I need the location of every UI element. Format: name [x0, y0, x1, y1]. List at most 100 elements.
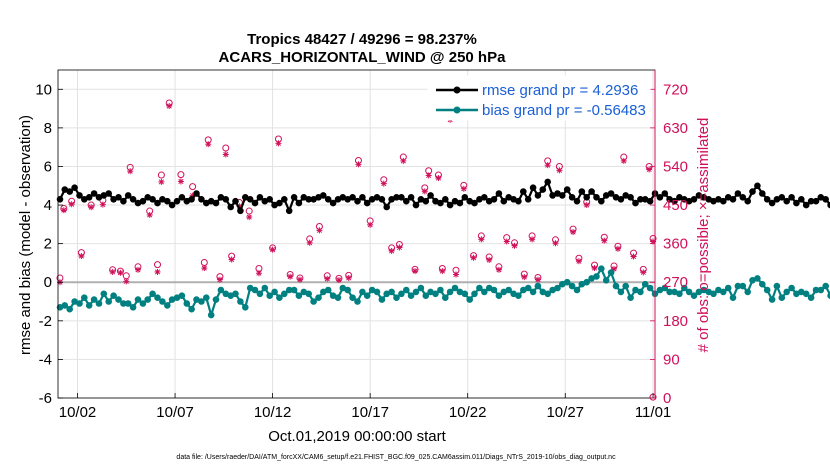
series-0-point-110	[593, 194, 600, 201]
series-1-point-102	[554, 284, 561, 292]
series-1-point-127	[676, 290, 683, 298]
y-right-tick-label-1: 90	[663, 351, 680, 368]
series-1-point-97	[529, 288, 537, 296]
y-right-tick-label-3: 270	[663, 274, 688, 291]
obs-assimilated-stroke-20-3	[223, 151, 229, 158]
series-1-point-104	[563, 278, 571, 286]
obs-assimilated-stroke-6-3	[110, 269, 116, 275]
series-1-point-8	[95, 300, 103, 307]
series-0-point-34	[222, 196, 230, 203]
y-left-tick-label-3: 0	[44, 274, 52, 291]
series-1-point-57	[334, 294, 342, 302]
obs-assimilated-stroke-64-3	[601, 238, 607, 244]
series-1-point-62	[359, 288, 366, 296]
obs-assimilated-stroke-9-3	[127, 168, 133, 174]
series-1-point-158	[827, 292, 830, 299]
series-0-point-70	[398, 194, 405, 201]
obs-assimilated-stroke-27-3	[287, 274, 293, 280]
series-0-point-73	[412, 201, 420, 209]
series-0-point-46	[281, 196, 288, 203]
series-0-point-130	[690, 196, 698, 203]
series-1-point-51	[305, 290, 313, 298]
series-0-point-96	[524, 196, 532, 203]
series-1-point-52	[310, 298, 317, 305]
series-0-point-141	[744, 197, 751, 205]
series-1-point-96	[524, 284, 532, 292]
series-1-point-30	[203, 294, 210, 302]
series-0-point-17	[139, 197, 147, 205]
series-0-point-118	[632, 199, 639, 207]
obs-assimilated-point-64	[601, 237, 608, 244]
series-1-point-26	[183, 300, 191, 307]
series-1-point-15	[129, 304, 137, 311]
series-0-point-76	[427, 192, 434, 199]
x-axis-label: Oct.01,2019 00:00:00 start	[268, 428, 446, 445]
series-1-point-69	[393, 294, 400, 302]
series-0-point-78	[437, 199, 444, 207]
obs-assimilated-stroke-3-3	[78, 253, 84, 259]
series-0-point-106	[573, 197, 581, 205]
series-1-point-60	[349, 294, 356, 302]
obs-assimilated-stroke-42-3	[426, 172, 432, 179]
series-0-point-107	[578, 188, 586, 195]
obs-assimilated-point-30	[316, 227, 323, 234]
series-0-point-3	[71, 184, 78, 191]
obs-assimilated-stroke-31-3	[324, 276, 330, 282]
series-0-point-89	[490, 196, 498, 203]
obs-assimilated-stroke-7-3	[117, 270, 123, 276]
series-1-point-55	[324, 286, 332, 294]
obs-assimilated-stroke-48-3	[471, 255, 477, 261]
obs-assimilated-point-10	[134, 266, 141, 273]
y-right-tick-label-2: 180	[663, 313, 688, 330]
series-0-point-66	[378, 196, 386, 203]
y-left-tick-label-0: -6	[39, 390, 52, 407]
obs-assimilated-point-62	[583, 202, 590, 209]
series-0-point-6	[85, 194, 93, 201]
obs-possible-point-17	[200, 259, 208, 267]
series-1-point-116	[622, 282, 629, 290]
series-1-point-59	[344, 286, 352, 294]
obs-assimilated-stroke-34-3	[355, 161, 362, 167]
series-1-point-31	[207, 311, 215, 319]
series-0-point-83	[461, 194, 469, 201]
obs-assimilated-stroke-60-3	[570, 229, 576, 235]
y-right-tick-label-0: 0	[663, 390, 671, 407]
series-1-point-125	[666, 288, 673, 296]
obs-assimilated-stroke-43-3	[435, 175, 441, 181]
series-1-point-6	[85, 302, 93, 309]
obs-assimilated-stroke-10-3	[135, 267, 141, 273]
obs-assimilated-point-12	[154, 268, 161, 275]
series-0-point-23	[168, 201, 176, 209]
x-tick-label-6: 11/01	[635, 404, 671, 421]
series-1-point-89	[490, 286, 498, 294]
series-0-point-2	[66, 188, 73, 195]
obs-assimilated-point-31	[324, 275, 331, 282]
obs-assimilated-stroke-44-3	[439, 268, 445, 274]
series-0-point-126	[671, 197, 678, 205]
series-0-point-142	[749, 188, 756, 195]
obs-assimilated-point-49	[478, 236, 485, 243]
obs-assimilated-point-37	[388, 247, 395, 254]
series-1-point-94	[515, 292, 522, 300]
obs-possible-point-12	[154, 261, 161, 269]
series-layer	[56, 178, 830, 319]
series-1-point-154	[807, 294, 815, 302]
series-0-point-80	[446, 201, 454, 209]
y-axis-right-label: # of obs: o=possible; ×=assimilated	[695, 118, 712, 353]
obs-assimilated-point-1	[60, 207, 67, 214]
series-1-point-105	[568, 282, 576, 290]
obs-assimilated-point-27	[287, 273, 294, 280]
series-1-point-120	[641, 280, 649, 288]
obs-assimilated-stroke-38-3	[396, 244, 402, 251]
obs-assimilated-stroke-57-3	[545, 162, 551, 168]
series-0-point-82	[456, 199, 464, 207]
series-0-point-99	[539, 186, 547, 193]
series-1-point-84	[466, 296, 474, 303]
series-1-point-65	[373, 288, 381, 296]
obs-assimilated-point-15	[177, 178, 184, 185]
series-1-point-147	[773, 282, 781, 290]
obs-assimilated-stroke-58-3	[552, 240, 559, 246]
series-0-point-121	[646, 197, 654, 205]
series-1-point-153	[802, 290, 810, 298]
